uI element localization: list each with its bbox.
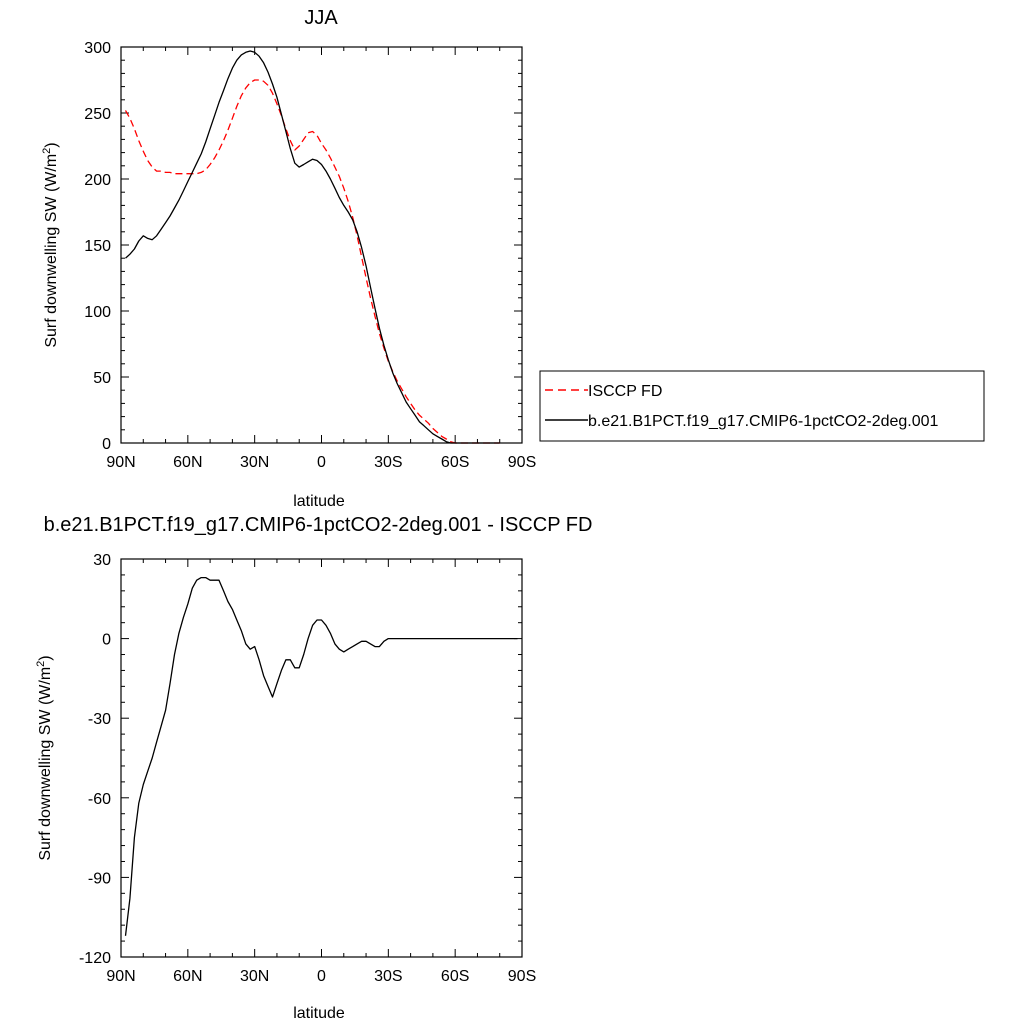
top-series-line-0 (124, 79, 500, 444)
top-chart-ylabel: Surf downwelling SW (W/m2) (41, 142, 60, 347)
top-ytick-label: 100 (84, 304, 111, 321)
bottom-xtick-label: 0 (317, 968, 326, 985)
top-chart-xlabel: latitude (293, 493, 345, 510)
bottom-xtick-label: 90N (106, 968, 135, 985)
legend: ISCCP FD b.e21.B1PCT.f19_g17.CMIP6-1pctC… (539, 370, 985, 442)
legend-label-isccp: ISCCP FD (588, 383, 662, 400)
bottom-chart-xlabel: latitude (293, 1005, 345, 1022)
bottom-series-line-0 (124, 576, 518, 936)
top-xtick-label: 90N (106, 454, 135, 471)
bottom-xtick-label: 90S (508, 968, 536, 985)
legend-label-model: b.e21.B1PCT.f19_g17.CMIP6-1pctCO2-2deg.0… (588, 413, 939, 430)
top-xtick-label: 90S (508, 454, 536, 471)
bottom-chart: b.e21.B1PCT.f19_g17.CMIP6-1pctCO2-2deg.0… (35, 514, 592, 1022)
bottom-xtick-label: 30N (240, 968, 269, 985)
top-xtick-label: 30S (374, 454, 402, 471)
bottom-xtick-label: 60S (441, 968, 469, 985)
top-xtick-label: 30N (240, 454, 269, 471)
bottom-chart-frame (120, 558, 523, 958)
top-series-line-1 (125, 50, 500, 444)
bottom-ytick-label: -90 (88, 870, 111, 887)
bottom-chart-title: b.e21.B1PCT.f19_g17.CMIP6-1pctCO2-2deg.0… (44, 514, 593, 536)
top-ytick-label: 200 (84, 172, 111, 189)
bottom-chart-axes: 90N 60N 30N 0 30S 60S 90S -120 -90 -60 -30 0 30 (79, 552, 536, 985)
top-chart-axes: 90N 60N 30N 0 30S 60S 90S 0 50 100 150 200 250 300 (84, 40, 536, 471)
top-xtick-label: 60N (173, 454, 202, 471)
bottom-ytick-label: 0 (102, 632, 111, 649)
top-ytick-label: 50 (93, 370, 111, 387)
top-ytick-label: 300 (84, 40, 111, 57)
top-xtick-label: 0 (317, 454, 326, 471)
bottom-chart-ylabel: Surf downwelling SW (W/m2) (35, 655, 54, 860)
bottom-ytick-label: -30 (88, 711, 111, 728)
bottom-chart-series (124, 576, 518, 936)
bottom-ytick-label: -120 (79, 950, 111, 967)
top-chart-title: JJA (304, 7, 338, 29)
bottom-xtick-label: 60N (173, 968, 202, 985)
top-ytick-label: 250 (84, 106, 111, 123)
legend-box (539, 370, 985, 442)
top-chart-series (124, 50, 500, 444)
bottom-ytick-label: -60 (88, 791, 111, 808)
top-ytick-label: 0 (102, 436, 111, 453)
bottom-xtick-label: 30S (374, 968, 402, 985)
top-ytick-label: 150 (84, 238, 111, 255)
top-chart-frame (120, 46, 523, 444)
top-chart: JJA 90N 60N 30N 0 30S 60S 90S 0 50 100 150 200 250 30… (41, 7, 536, 510)
bottom-ytick-label: 30 (93, 552, 111, 569)
top-xtick-label: 60S (441, 454, 469, 471)
